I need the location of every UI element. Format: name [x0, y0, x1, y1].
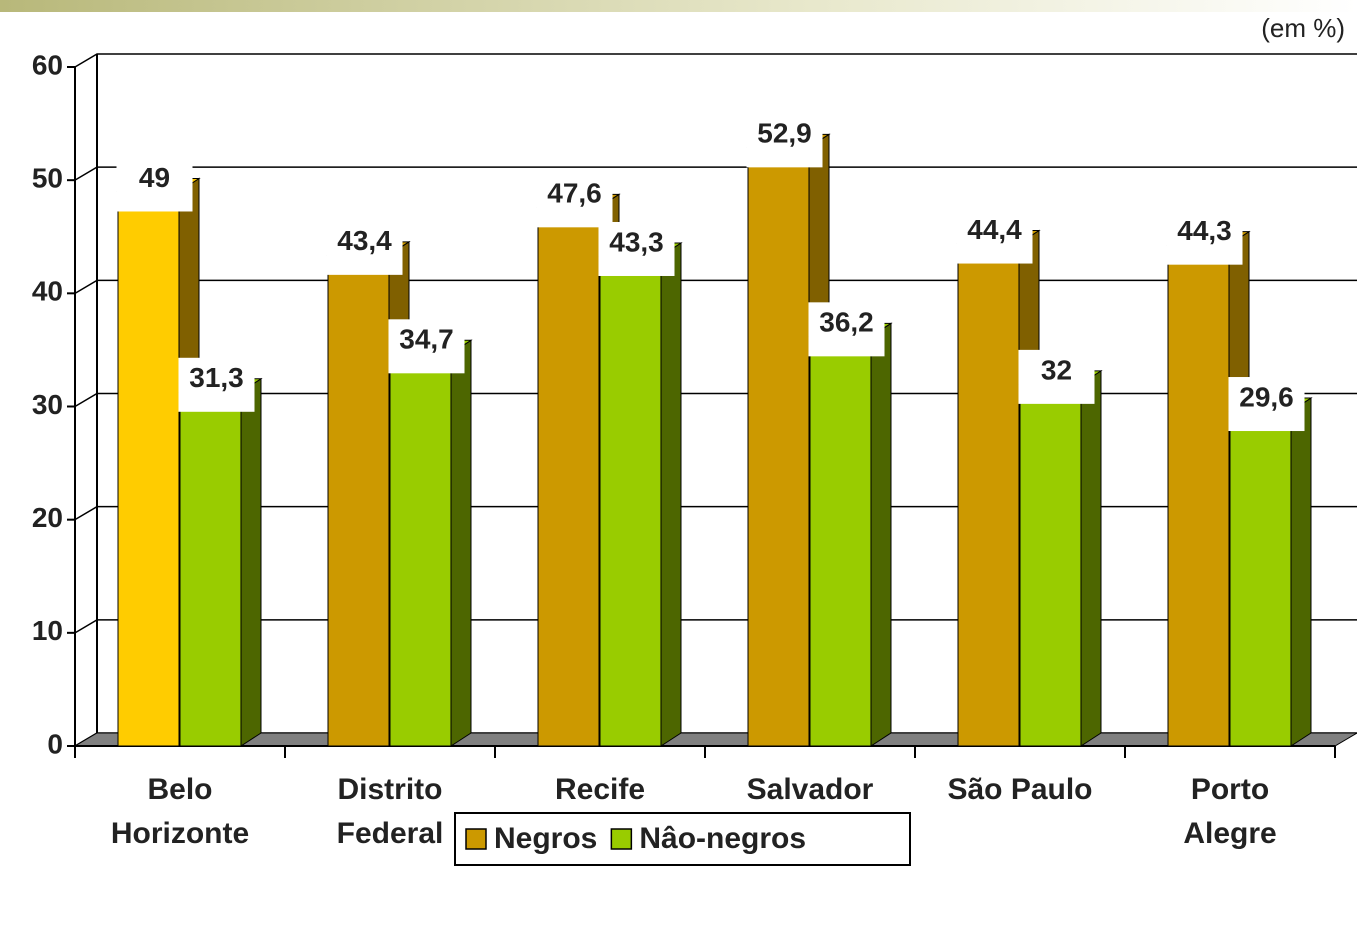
header-band: [0, 0, 1357, 12]
bar-side: [1080, 369, 1102, 747]
data-label: 34,7: [399, 324, 454, 355]
bar: [179, 391, 242, 747]
bar: [747, 146, 810, 747]
x-tick-label: Belo Horizonte: [110, 773, 250, 850]
data-label: 47,6: [547, 178, 602, 209]
bar: [809, 335, 872, 747]
data-label: 43,3: [609, 226, 664, 257]
bar-side: [450, 339, 472, 747]
y-tick-label: 10: [32, 615, 63, 646]
bar: [327, 254, 390, 747]
x-tick-label: Distrito Federal: [336, 773, 444, 850]
grid-line: [74, 166, 1357, 181]
legend-box: [454, 812, 911, 866]
data-label: 44,3: [1177, 215, 1232, 246]
bar-side: [660, 242, 682, 747]
bar-side: [1290, 397, 1312, 747]
data-label-box: [388, 319, 465, 374]
floor: [73, 732, 1357, 747]
data-label: 36,2: [819, 307, 874, 338]
legend-label: Negros: [494, 822, 597, 855]
grid-line: [74, 619, 1357, 634]
grid-line: [74, 279, 1357, 294]
unit-label: (em %): [1261, 13, 1345, 43]
x-tick-label: São Paulo: [947, 773, 1093, 806]
data-label-box: [326, 220, 403, 275]
bar: [389, 352, 452, 747]
data-label-box: [808, 302, 885, 357]
data-label-box: [598, 221, 675, 276]
grid-line: [74, 392, 1357, 408]
bar: [117, 190, 180, 747]
data-label-box: [1166, 210, 1243, 265]
bar: [957, 243, 1020, 747]
grid-line: [74, 505, 1357, 521]
bar-side: [870, 322, 892, 747]
y-tick-label: 20: [32, 502, 63, 533]
x-tick-label: Recife: [554, 773, 646, 806]
data-label-box: [178, 357, 255, 412]
bar: [599, 255, 662, 747]
data-label-box: [116, 157, 193, 212]
bar: [1167, 244, 1230, 747]
bar-side: [240, 377, 262, 747]
y-tick-label: 0: [47, 728, 63, 759]
data-label: 43,4: [337, 225, 392, 256]
data-label: 49: [139, 162, 170, 193]
y-tick-label: 30: [32, 389, 63, 420]
bar: [537, 206, 600, 747]
bar: [1229, 410, 1292, 747]
data-label: 29,6: [1239, 381, 1294, 412]
data-label: 32: [1041, 354, 1072, 385]
data-label-box: [746, 113, 823, 168]
data-label: 52,9: [757, 118, 812, 149]
x-tick-label: Porto Alegre: [1183, 773, 1277, 850]
legend-swatch: [465, 828, 487, 850]
data-label-box: [1018, 349, 1095, 404]
y-tick-label: 40: [32, 276, 63, 307]
y-tick-label: 60: [32, 49, 63, 80]
bar: [1019, 383, 1082, 747]
data-label-box: [536, 173, 613, 228]
x-tick-label: Salvador: [746, 773, 874, 806]
legend-swatch: [610, 828, 633, 850]
y-tick-label: 50: [32, 163, 63, 194]
legend-label: Nâo-negros: [639, 822, 806, 855]
data-label: 44,4: [967, 214, 1022, 245]
data-label-box: [1228, 377, 1305, 432]
grid-line: [74, 53, 1357, 68]
data-label: 31,3: [189, 362, 244, 393]
data-label-box: [956, 209, 1033, 264]
